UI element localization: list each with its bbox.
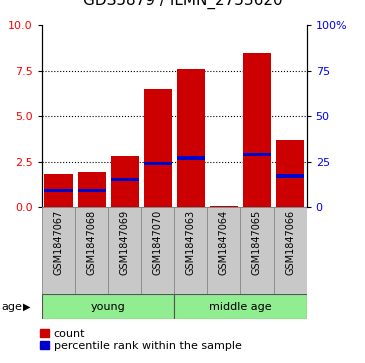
Text: GSM1847067: GSM1847067 [54, 209, 64, 275]
Bar [42, 294, 174, 319]
Bar [111, 178, 139, 181]
Bar [45, 174, 73, 207]
Text: GSM1847065: GSM1847065 [252, 209, 262, 275]
Bar [243, 53, 271, 207]
Bar [276, 174, 304, 178]
Text: GSM1847068: GSM1847068 [87, 209, 97, 275]
Text: GDS5879 / ILMN_2753620: GDS5879 / ILMN_2753620 [83, 0, 282, 9]
Bar [174, 207, 207, 294]
Bar [177, 156, 205, 159]
Text: ▶: ▶ [23, 302, 30, 312]
Bar [207, 207, 241, 294]
Bar [111, 156, 139, 207]
Bar [144, 89, 172, 207]
Bar [141, 207, 174, 294]
Bar [241, 207, 273, 294]
Bar [77, 189, 105, 192]
Bar [276, 140, 304, 207]
Text: middle age: middle age [209, 302, 272, 312]
Bar [243, 152, 271, 156]
Text: GSM1847070: GSM1847070 [153, 209, 163, 275]
Text: GSM1847064: GSM1847064 [219, 209, 229, 275]
Bar [75, 207, 108, 294]
Bar [177, 69, 205, 207]
Text: GSM1847069: GSM1847069 [120, 209, 130, 275]
Bar [273, 207, 307, 294]
Text: young: young [91, 302, 126, 312]
Bar [174, 294, 307, 319]
Text: GSM1847066: GSM1847066 [285, 209, 295, 275]
Bar [210, 206, 238, 207]
Bar [42, 207, 75, 294]
Text: GSM1847063: GSM1847063 [186, 209, 196, 275]
Bar [45, 189, 73, 192]
Text: age: age [2, 302, 23, 312]
Bar [77, 172, 105, 207]
Bar [144, 162, 172, 165]
Bar [108, 207, 141, 294]
Legend: count, percentile rank within the sample: count, percentile rank within the sample [40, 329, 241, 351]
